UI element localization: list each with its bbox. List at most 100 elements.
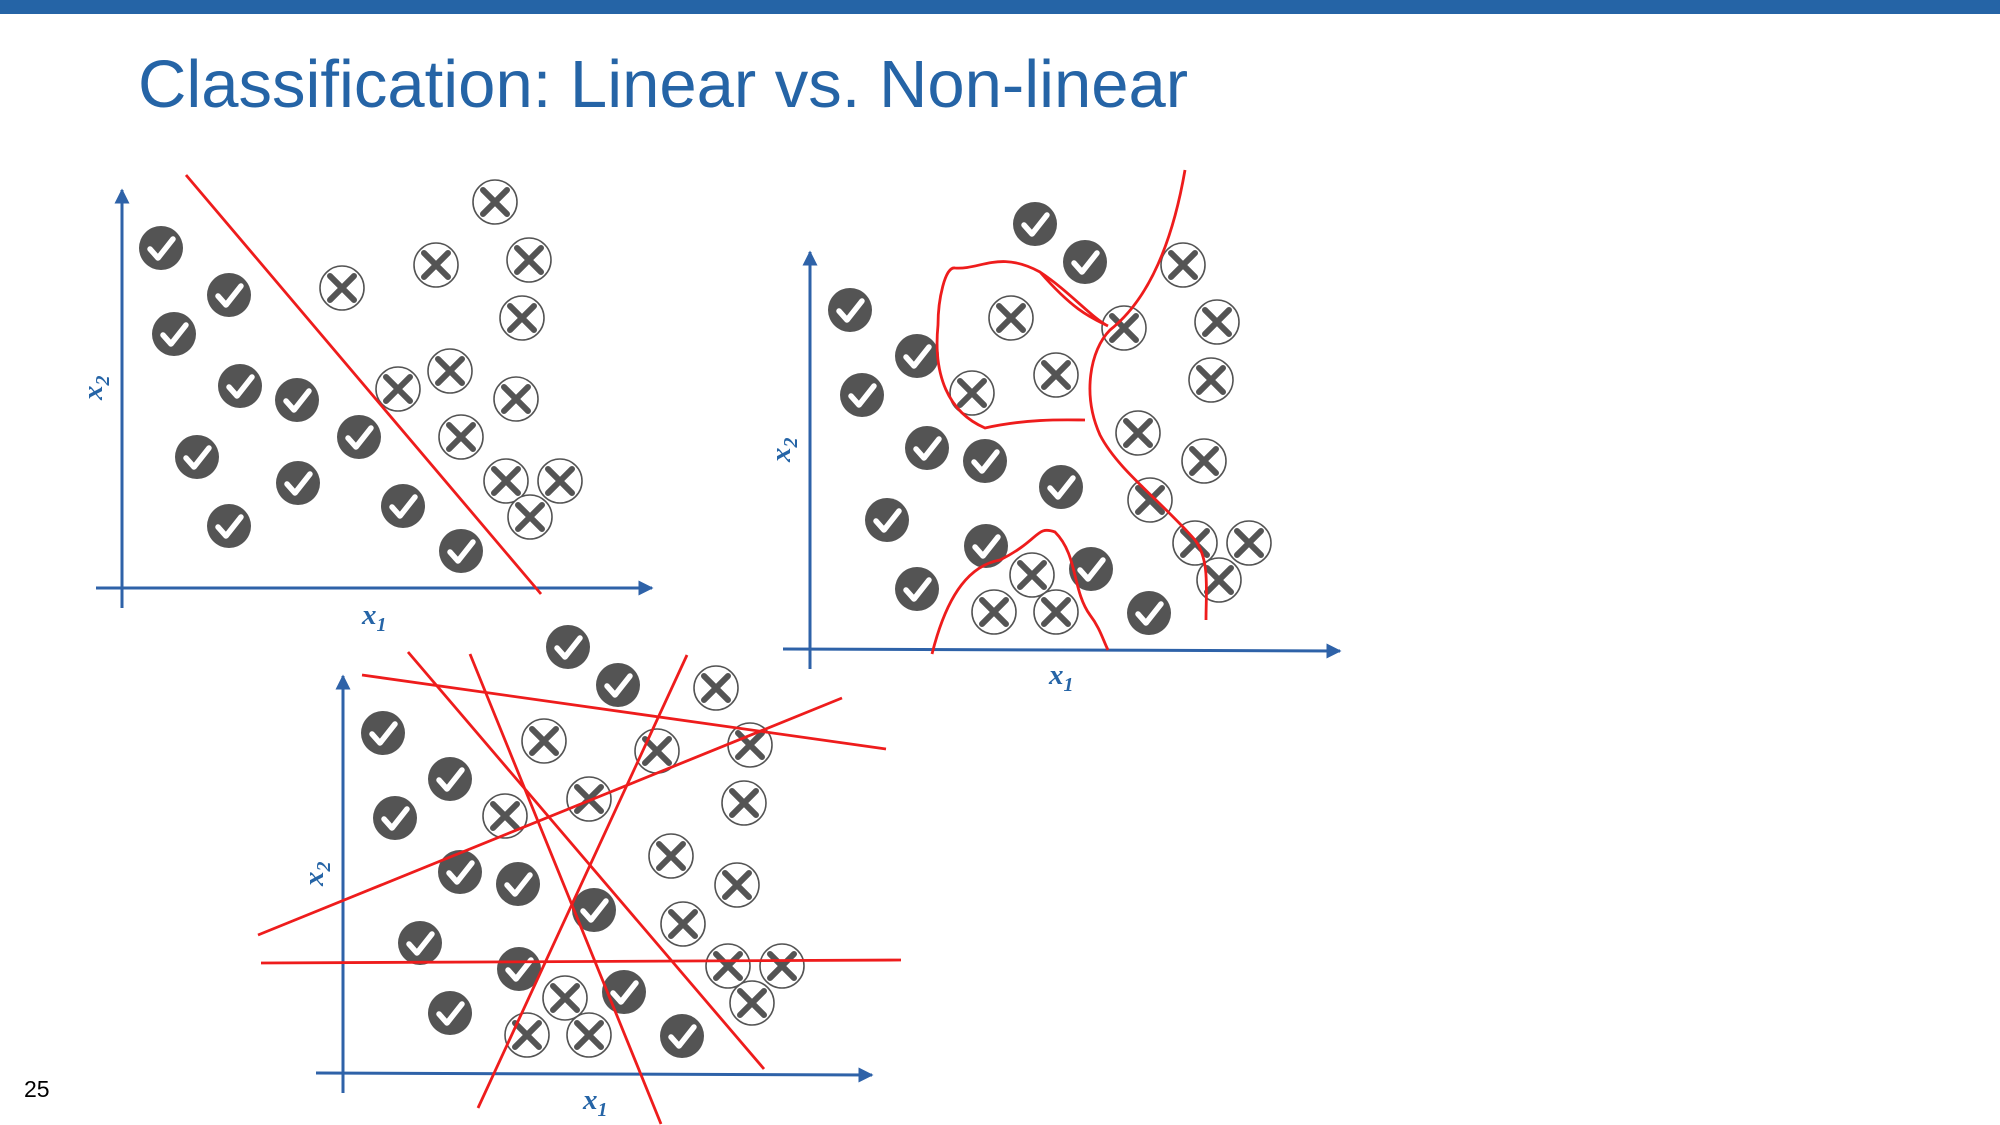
- check-circle-icon: [1063, 240, 1107, 284]
- x-circle-icon: [473, 180, 517, 224]
- check-circle-icon: [963, 439, 1007, 483]
- nonlinear-boundary: [930, 169, 1208, 655]
- x-circle-icon: [1034, 590, 1078, 634]
- nonlinear-plot: x1 x2: [765, 169, 1342, 696]
- x-circle-icon: [376, 367, 420, 411]
- axes: [315, 674, 874, 1093]
- y-axis-label: x2: [77, 376, 114, 402]
- linear-boundary: [184, 174, 543, 595]
- x-axis: [782, 643, 1342, 659]
- boundary-line-6: [476, 654, 689, 1109]
- x-circle-icon: [1161, 243, 1205, 287]
- check-circle-icon: [660, 1014, 704, 1058]
- check-circle-icon: [337, 415, 381, 459]
- check-circle-icon: [428, 991, 472, 1035]
- x-circle-icon: [508, 495, 552, 539]
- check-circle-icon: [1127, 591, 1171, 635]
- check-circle-icon: [895, 334, 939, 378]
- check-circle-icon: [373, 796, 417, 840]
- x-circle-icon: [1227, 521, 1271, 565]
- x-circle-icon: [543, 976, 587, 1020]
- x-circle-icon: [730, 981, 774, 1025]
- axes: [96, 188, 654, 608]
- check-circle-icon: [428, 757, 472, 801]
- x-circle-icon: [1182, 439, 1226, 483]
- check-circle-icon: [439, 529, 483, 573]
- check-circle-icon: [546, 625, 590, 669]
- x-axis: [315, 1067, 874, 1083]
- x-circle-icon: [722, 781, 766, 825]
- x-circle-icon: [1034, 353, 1078, 397]
- x-circle-icon: [428, 349, 472, 393]
- boundary-line-3: [260, 958, 902, 965]
- x-axis-label: x1: [582, 1084, 608, 1121]
- x-circle-icon: [538, 459, 582, 503]
- x-circle-icon: [1189, 358, 1233, 402]
- x-circle-icon: [439, 415, 483, 459]
- check-circle-icon: [207, 273, 251, 317]
- check-circle-icon: [139, 226, 183, 270]
- linear-plot: x1 x2: [77, 174, 654, 636]
- boundary-curve-outer: [1088, 169, 1208, 621]
- positive-points: [828, 202, 1171, 635]
- x-axis-label: x1: [1048, 659, 1074, 696]
- multi-line-plot: x1 x2: [257, 625, 902, 1125]
- y-axis-label: x2: [298, 862, 335, 888]
- check-circle-icon: [1039, 465, 1083, 509]
- x-circle-icon: [661, 902, 705, 946]
- x-circle-icon: [1195, 300, 1239, 344]
- check-circle-icon: [275, 378, 319, 422]
- check-circle-icon: [1069, 547, 1113, 591]
- axes: [782, 250, 1342, 669]
- x-circle-icon: [989, 296, 1033, 340]
- slide-title: Classification: Linear vs. Non-linear: [138, 47, 1189, 122]
- check-circle-icon: [840, 373, 884, 417]
- check-circle-icon: [381, 484, 425, 528]
- x-circle-icon: [694, 666, 738, 710]
- check-circle-icon: [596, 663, 640, 707]
- check-circle-icon: [276, 461, 320, 505]
- check-circle-icon: [207, 504, 251, 548]
- x-circle-icon: [320, 266, 364, 310]
- x-circle-icon: [649, 834, 693, 878]
- check-circle-icon: [175, 435, 219, 479]
- check-circle-icon: [438, 850, 482, 894]
- check-circle-icon: [1013, 202, 1057, 246]
- slide-number: 25: [24, 1076, 50, 1102]
- check-circle-icon: [361, 711, 405, 755]
- x-circle-icon: [1102, 306, 1146, 350]
- check-circle-icon: [152, 312, 196, 356]
- x-circle-icon: [715, 863, 759, 907]
- check-circle-icon: [496, 862, 540, 906]
- x-circle-icon: [522, 719, 566, 763]
- boundary-curve-bulge: [935, 260, 1109, 430]
- boundary-line-4: [406, 651, 766, 1070]
- x-circle-icon: [1128, 478, 1172, 522]
- check-circle-icon: [964, 524, 1008, 568]
- x-circle-icon: [1116, 411, 1160, 455]
- x-circle-icon: [483, 794, 527, 838]
- x-circle-icon: [760, 944, 804, 988]
- x-circle-icon: [500, 296, 544, 340]
- y-axis-label: x2: [765, 438, 802, 464]
- x-axis-label: x1: [361, 599, 387, 636]
- negative-points: [320, 180, 582, 539]
- top-accent-bar: [0, 0, 2000, 14]
- x-circle-icon: [1173, 521, 1217, 565]
- check-circle-icon: [218, 364, 262, 408]
- check-circle-icon: [865, 498, 909, 542]
- x-circle-icon: [494, 377, 538, 421]
- x-circle-icon: [972, 590, 1016, 634]
- boundary-line-1: [361, 673, 887, 751]
- x-circle-icon: [507, 238, 551, 282]
- x-circle-icon: [414, 243, 458, 287]
- boundary-curve-inner: [930, 529, 1110, 655]
- check-circle-icon: [572, 888, 616, 932]
- boundary-line-5: [468, 653, 663, 1125]
- x-circle-icon: [706, 944, 750, 988]
- x-circle-icon: [567, 777, 611, 821]
- check-circle-icon: [895, 567, 939, 611]
- check-circle-icon: [905, 426, 949, 470]
- multiple-linear-boundaries: [257, 651, 902, 1125]
